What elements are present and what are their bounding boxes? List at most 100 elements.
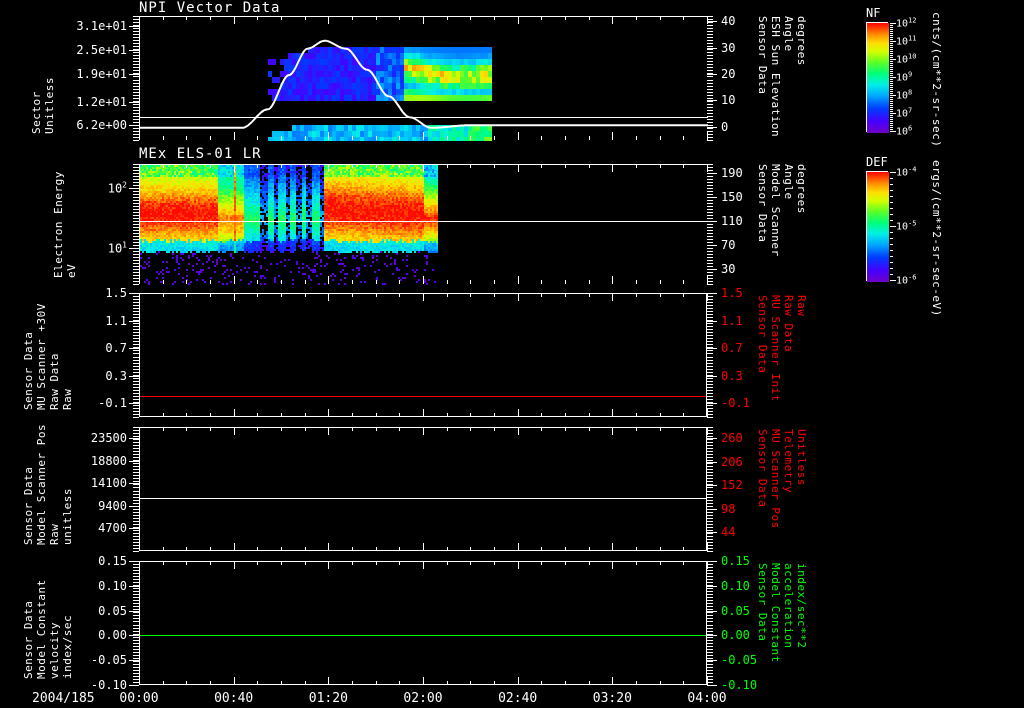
y-minor-tick-right bbox=[707, 365, 713, 367]
y-minor-tick-right bbox=[707, 685, 713, 686]
colorbar-minor-tick bbox=[890, 256, 893, 257]
y-minor-tick-right bbox=[707, 377, 713, 379]
y-major-tick-right bbox=[707, 660, 717, 662]
y-major-tick bbox=[129, 585, 139, 587]
colorbar-tick-mark bbox=[890, 113, 896, 114]
colorbar-minor-tick bbox=[890, 220, 893, 221]
colorbar-tick-label: 108 bbox=[896, 88, 913, 102]
panel-frame-model-constant-velocity bbox=[139, 561, 707, 685]
y-major-tick bbox=[129, 248, 139, 249]
y-minor-tick-right bbox=[707, 603, 713, 605]
colorbar-tick-mark bbox=[890, 41, 896, 42]
axis-title-line: unitless bbox=[61, 488, 74, 545]
y-tick-label-right: 98 bbox=[721, 501, 736, 516]
y-minor-tick-right bbox=[707, 621, 713, 623]
axis-title-line: Raw bbox=[61, 388, 74, 410]
npi-spectrogram-canvas bbox=[140, 17, 708, 141]
axis-title-line: Sensor Data bbox=[756, 16, 769, 95]
y-major-tick bbox=[129, 403, 139, 405]
x-major-tick bbox=[707, 409, 708, 417]
colorbar-unit-text: ergs/(cm**2-sr-sec-eV) bbox=[930, 160, 943, 317]
axis-title-line: Sensor Data bbox=[756, 563, 769, 642]
y-minor-tick bbox=[133, 685, 139, 686]
y-tick-label: 1.2e+01 bbox=[76, 95, 127, 109]
colorbar-minor-tick bbox=[890, 85, 893, 86]
colorbar-minor-tick bbox=[890, 43, 893, 44]
colorbar-tick-label: 10-4 bbox=[896, 165, 917, 179]
y-major-tick-right bbox=[707, 375, 717, 377]
y-tick-label: 0.15 bbox=[98, 554, 127, 568]
y-minor-tick-right bbox=[707, 448, 713, 450]
y-minor-tick-right bbox=[707, 317, 713, 319]
colorbar-minor-tick bbox=[890, 87, 893, 88]
y-minor-tick-right bbox=[707, 672, 713, 674]
y-tick-label: 14100 bbox=[90, 476, 127, 491]
axis-title-line: Angle bbox=[782, 164, 795, 200]
panel-title-els: MEx ELS-01 LR bbox=[139, 146, 262, 162]
y-minor-tick-right bbox=[707, 642, 713, 644]
y-minor-tick-right bbox=[707, 609, 713, 611]
y-tick-label-right: 152 bbox=[721, 478, 743, 493]
colorbar-minor-tick bbox=[890, 208, 893, 209]
mu-scanner-telemetry-right-axis-title: Sensor Data MU Scanner Pos Telemetry Uni… bbox=[756, 429, 808, 544]
colorbar-minor-tick bbox=[890, 101, 893, 102]
y-minor-tick-right bbox=[707, 532, 713, 534]
y-minor-tick-right bbox=[707, 323, 713, 325]
y-minor-tick-right bbox=[707, 392, 713, 394]
els-colorbar bbox=[866, 171, 889, 282]
y-minor-tick-right bbox=[707, 442, 713, 444]
y-tick-label-right: 0.00 bbox=[721, 628, 750, 643]
npi-colorbar bbox=[866, 22, 889, 133]
y-minor-tick-right bbox=[707, 582, 713, 584]
y-major-tick-right bbox=[707, 531, 717, 533]
axis-title-line: Model Constant bbox=[35, 579, 48, 679]
colorbar-minor-tick bbox=[890, 39, 893, 40]
y-minor-tick-right bbox=[707, 410, 713, 412]
axis-title-line: Model Constant bbox=[769, 563, 782, 663]
y-minor-tick-right bbox=[707, 460, 713, 462]
colorbar-minor-tick bbox=[890, 99, 893, 100]
y-major-tick-right bbox=[707, 561, 717, 562]
y-minor-tick-right bbox=[707, 675, 713, 677]
y-major-tick-right bbox=[707, 21, 717, 23]
y-minor-tick-right bbox=[707, 302, 713, 304]
colorbar-tick-label: 1012 bbox=[896, 16, 917, 30]
y-minor-tick-right bbox=[707, 511, 713, 513]
y-major-tick-right bbox=[707, 293, 717, 294]
y-tick-label-right: 260 bbox=[721, 431, 743, 446]
x-major-tick bbox=[707, 677, 708, 685]
y-minor-tick-right bbox=[707, 427, 713, 428]
mu-scanner-30v-left-axis-title: Sensor Data MU Scanner +30V Raw Data Raw bbox=[22, 300, 74, 410]
y-tick-label: 0.00 bbox=[98, 628, 127, 643]
y-tick-label: 9400 bbox=[98, 498, 127, 513]
y-minor-tick-right bbox=[707, 350, 713, 352]
time-tick-label: 00:40 bbox=[214, 691, 254, 706]
time-tick-label: 00:00 bbox=[119, 691, 159, 706]
y-minor-tick-right bbox=[707, 353, 713, 355]
y-major-tick-right bbox=[707, 126, 717, 128]
y-minor-tick-right bbox=[707, 517, 713, 519]
y-major-tick-right bbox=[707, 461, 717, 463]
model-scanner-pos-left-axis-title: Sensor Data Model Scanner Pos Raw unitle… bbox=[22, 424, 74, 545]
mu-scanner-init-right-axis-title: Sensor Data MU Scanner Init Raw Data Raw bbox=[756, 295, 808, 410]
x-major-tick bbox=[707, 543, 708, 551]
y-minor-tick-right bbox=[707, 657, 713, 659]
panel-frame-npi bbox=[139, 16, 708, 141]
x-major-tick bbox=[707, 561, 708, 569]
axis-title-line: Unitless bbox=[43, 77, 56, 134]
colorbar-minor-tick bbox=[890, 53, 893, 54]
y-minor-tick-right bbox=[707, 401, 713, 403]
y-tick-label: 1.5 bbox=[105, 286, 127, 300]
series-line-model-scanner-pos bbox=[140, 498, 706, 499]
y-major-tick bbox=[129, 685, 139, 686]
y-minor-tick-right bbox=[707, 678, 713, 680]
y-minor-tick-right bbox=[707, 535, 713, 537]
axis-title-line: Raw Data bbox=[782, 295, 795, 352]
y-minor-tick-right bbox=[707, 308, 713, 310]
y-minor-tick-right bbox=[707, 413, 713, 415]
y-minor-tick-right bbox=[707, 633, 713, 635]
y-minor-tick-right bbox=[707, 445, 713, 447]
colorbar-minor-tick bbox=[890, 238, 893, 239]
y-major-tick bbox=[129, 26, 139, 27]
y-minor-tick-right bbox=[707, 359, 713, 361]
